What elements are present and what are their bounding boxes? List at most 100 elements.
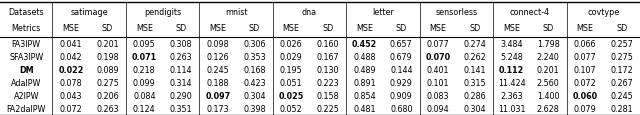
Text: FA3IPW: FA3IPW [12, 40, 41, 49]
Text: 2.560: 2.560 [537, 78, 559, 87]
Text: 0.657: 0.657 [390, 40, 413, 49]
Text: 0.077: 0.077 [427, 40, 449, 49]
Text: 0.072: 0.072 [60, 104, 82, 113]
Text: 0.891: 0.891 [353, 78, 376, 87]
Text: 0.025: 0.025 [278, 91, 304, 100]
Text: 0.095: 0.095 [133, 40, 156, 49]
Text: 0.275: 0.275 [610, 53, 633, 62]
Text: 0.107: 0.107 [573, 66, 596, 75]
Text: 0.079: 0.079 [573, 104, 596, 113]
Text: MSE: MSE [503, 24, 520, 33]
Text: 2.240: 2.240 [537, 53, 559, 62]
Text: satimage: satimage [70, 8, 108, 17]
Text: 0.041: 0.041 [60, 40, 82, 49]
Text: 0.060: 0.060 [572, 91, 598, 100]
Text: 0.218: 0.218 [133, 66, 156, 75]
Text: 0.094: 0.094 [427, 104, 449, 113]
Text: sensorless: sensorless [435, 8, 477, 17]
Text: SD: SD [616, 24, 627, 33]
Text: 0.144: 0.144 [390, 66, 413, 75]
Text: SD: SD [469, 24, 481, 33]
Text: 0.130: 0.130 [317, 66, 339, 75]
Text: 0.286: 0.286 [463, 91, 486, 100]
Text: 0.043: 0.043 [60, 91, 82, 100]
Text: 0.263: 0.263 [170, 53, 192, 62]
Text: 0.112: 0.112 [499, 66, 524, 75]
Text: 0.290: 0.290 [170, 91, 193, 100]
Text: 0.077: 0.077 [573, 53, 596, 62]
Text: MSE: MSE [62, 24, 79, 33]
Text: 0.198: 0.198 [96, 53, 119, 62]
Text: 0.488: 0.488 [353, 53, 376, 62]
Text: SD: SD [323, 24, 333, 33]
Text: MSE: MSE [429, 24, 447, 33]
Text: 11.424: 11.424 [498, 78, 525, 87]
Text: Metrics: Metrics [12, 24, 41, 33]
Text: 0.262: 0.262 [463, 53, 486, 62]
Text: SD: SD [249, 24, 260, 33]
Text: SD: SD [175, 24, 187, 33]
Text: pendigits: pendigits [144, 8, 181, 17]
Text: 1.400: 1.400 [537, 91, 559, 100]
Text: SFA3IPW: SFA3IPW [9, 53, 44, 62]
Text: MSE: MSE [136, 24, 153, 33]
Text: connect-4: connect-4 [510, 8, 550, 17]
Text: 0.245: 0.245 [611, 91, 633, 100]
Text: 5.248: 5.248 [500, 53, 523, 62]
Text: 0.206: 0.206 [96, 91, 119, 100]
Text: MSE: MSE [356, 24, 373, 33]
Text: 0.160: 0.160 [317, 40, 339, 49]
Text: 0.022: 0.022 [58, 66, 84, 75]
Text: 0.026: 0.026 [280, 40, 303, 49]
Text: dna: dna [302, 8, 317, 17]
Text: Datasets: Datasets [8, 8, 44, 17]
Text: 0.052: 0.052 [280, 104, 303, 113]
Text: MSE: MSE [283, 24, 300, 33]
Text: 0.854: 0.854 [353, 91, 376, 100]
Text: 0.084: 0.084 [133, 91, 156, 100]
Text: 0.398: 0.398 [243, 104, 266, 113]
Text: 0.072: 0.072 [573, 78, 596, 87]
Text: 0.172: 0.172 [611, 66, 633, 75]
Text: 0.083: 0.083 [427, 91, 449, 100]
Text: 1.798: 1.798 [537, 40, 559, 49]
Text: 0.315: 0.315 [463, 78, 486, 87]
Text: 0.353: 0.353 [243, 53, 266, 62]
Text: 0.308: 0.308 [170, 40, 192, 49]
Text: MSE: MSE [577, 24, 593, 33]
Text: 0.489: 0.489 [353, 66, 376, 75]
Text: 0.281: 0.281 [611, 104, 633, 113]
Text: 0.201: 0.201 [96, 40, 119, 49]
Text: 0.066: 0.066 [573, 40, 596, 49]
Text: 0.078: 0.078 [60, 78, 82, 87]
Text: 0.304: 0.304 [463, 104, 486, 113]
Text: 0.089: 0.089 [96, 66, 119, 75]
Text: 0.481: 0.481 [353, 104, 376, 113]
Text: 0.267: 0.267 [611, 78, 633, 87]
Text: letter: letter [372, 8, 394, 17]
Text: MSE: MSE [209, 24, 226, 33]
Text: 0.070: 0.070 [426, 53, 451, 62]
Text: 0.929: 0.929 [390, 78, 413, 87]
Text: 0.168: 0.168 [243, 66, 266, 75]
Text: 0.314: 0.314 [170, 78, 192, 87]
Text: 0.423: 0.423 [243, 78, 266, 87]
Text: 0.141: 0.141 [463, 66, 486, 75]
Text: SD: SD [102, 24, 113, 33]
Text: 0.167: 0.167 [317, 53, 339, 62]
Text: 0.909: 0.909 [390, 91, 413, 100]
Text: 0.245: 0.245 [206, 66, 229, 75]
Text: 0.173: 0.173 [207, 104, 229, 113]
Text: 0.679: 0.679 [390, 53, 413, 62]
Text: 0.099: 0.099 [133, 78, 156, 87]
Text: 0.223: 0.223 [317, 78, 339, 87]
Text: 0.029: 0.029 [280, 53, 303, 62]
Text: 11.031: 11.031 [498, 104, 525, 113]
Text: 0.158: 0.158 [317, 91, 339, 100]
Text: 3.484: 3.484 [500, 40, 523, 49]
Text: DM: DM [19, 66, 33, 75]
Text: 0.114: 0.114 [170, 66, 192, 75]
Text: 0.126: 0.126 [207, 53, 229, 62]
Text: 0.306: 0.306 [243, 40, 266, 49]
Text: mnist: mnist [225, 8, 247, 17]
